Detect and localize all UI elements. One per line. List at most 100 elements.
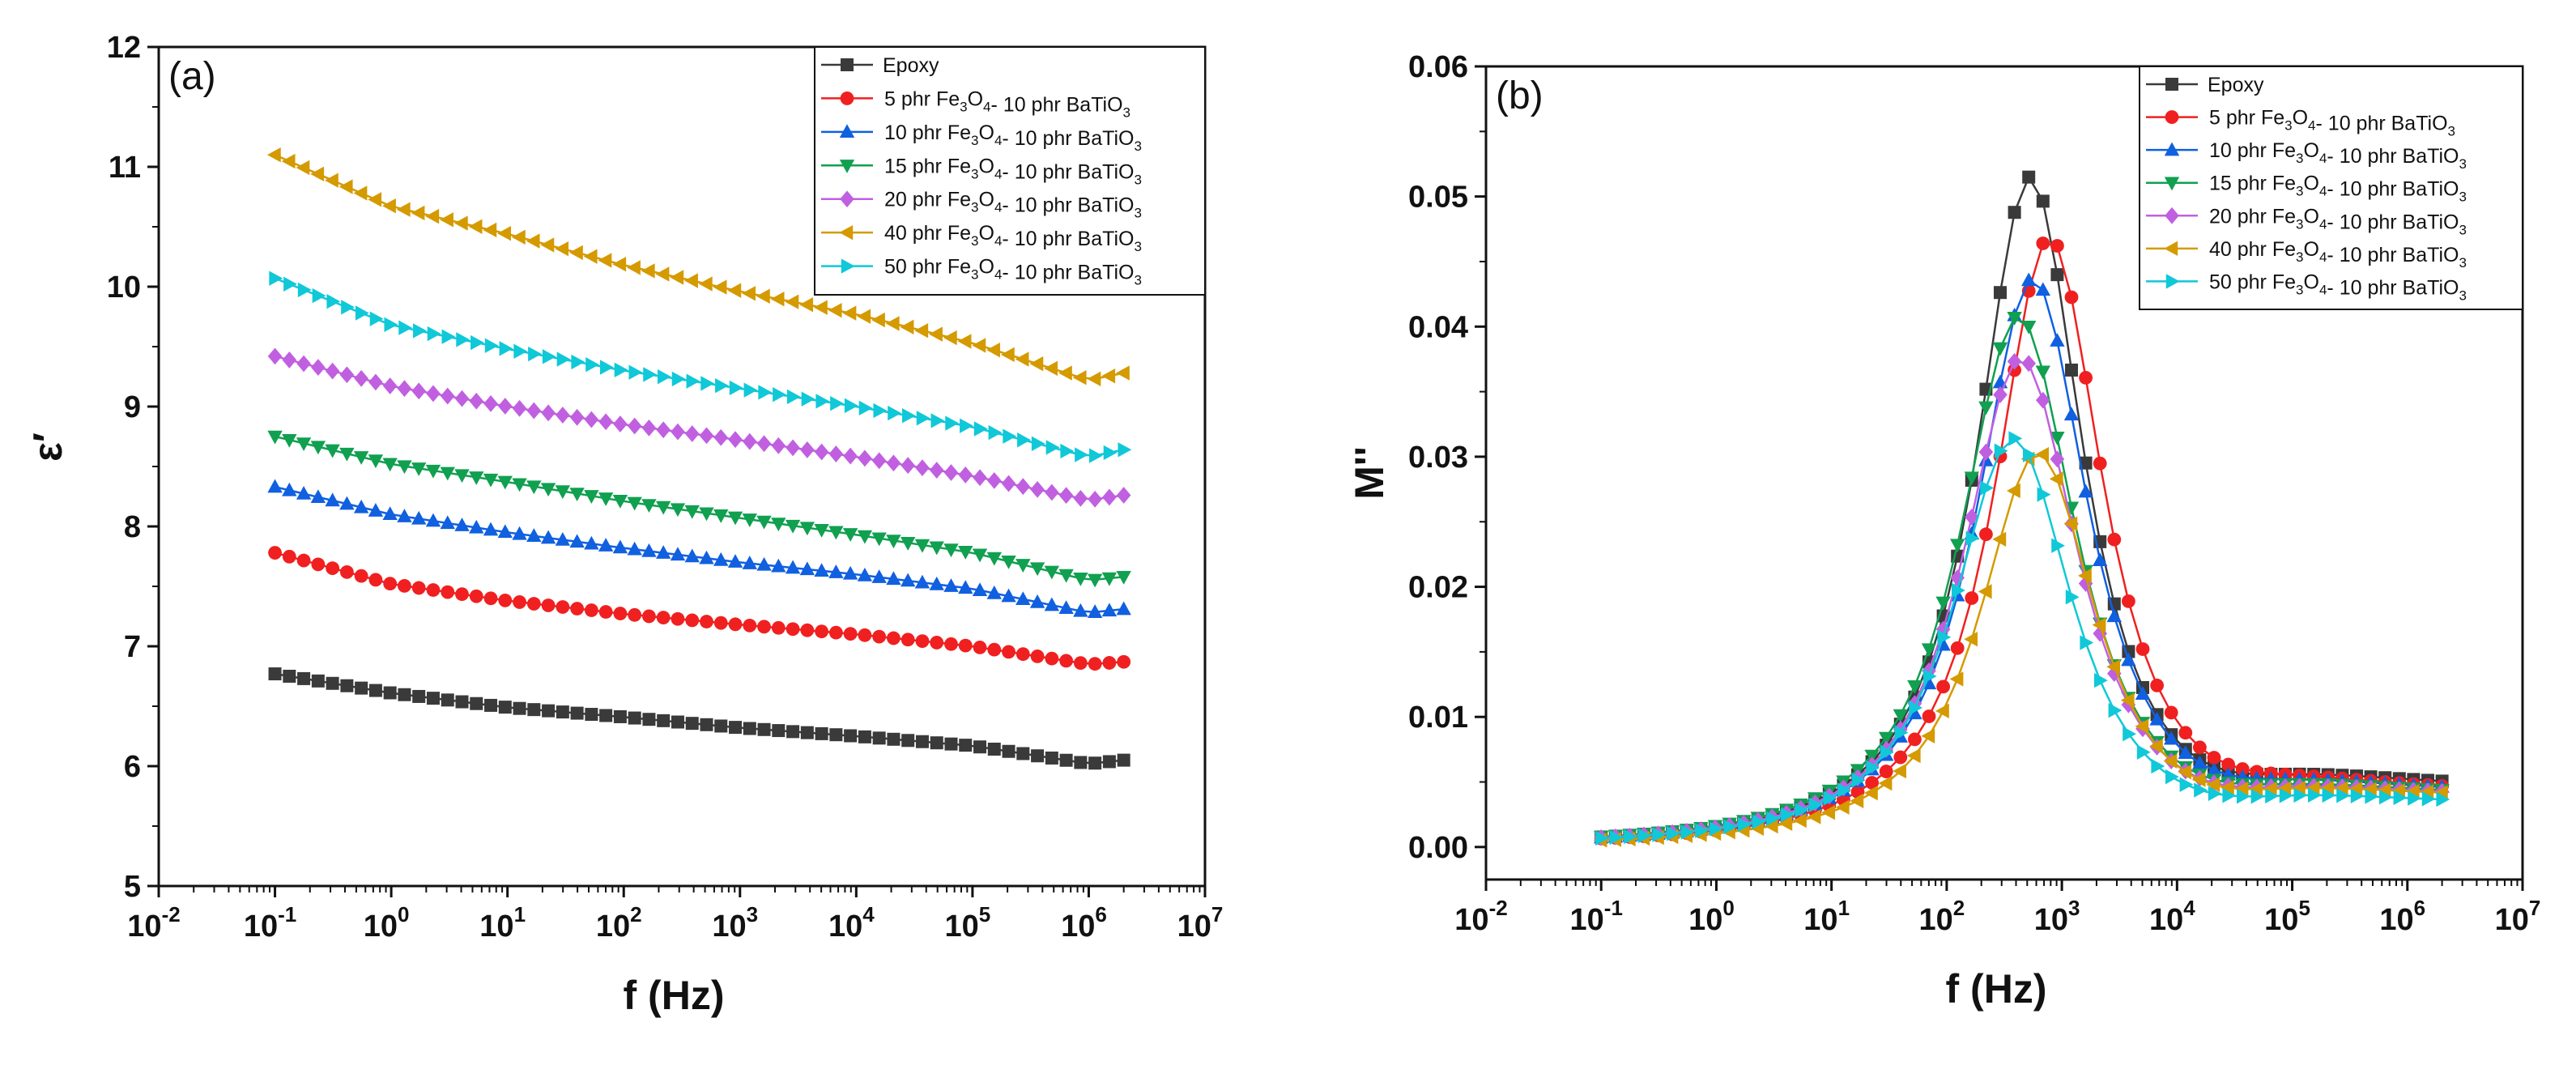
- data-point: [1821, 805, 1836, 820]
- data-point: [2220, 780, 2234, 795]
- data-point: [2023, 447, 2037, 462]
- data-point: [656, 421, 671, 439]
- data-point: [282, 351, 297, 368]
- data-point: [513, 701, 526, 715]
- data-point: [814, 523, 829, 538]
- series-1: [268, 546, 1131, 671]
- series-line: [1601, 360, 2442, 839]
- data-point: [1652, 827, 1667, 842]
- x-tick-label: 100: [364, 902, 410, 944]
- legend-marker: [841, 58, 854, 71]
- y-tick-label: 7: [124, 630, 141, 664]
- data-point: [497, 475, 513, 490]
- data-point: [1864, 749, 1880, 764]
- data-point: [1002, 645, 1015, 659]
- x-tick-label: 106: [1061, 902, 1107, 944]
- data-point: [2122, 594, 2135, 608]
- data-point: [1073, 603, 1088, 617]
- data-point: [1907, 679, 1922, 694]
- data-point: [686, 373, 700, 389]
- data-point: [1030, 480, 1045, 498]
- data-point: [354, 369, 368, 387]
- data-point: [1045, 651, 1059, 666]
- x-tick-label: 103: [712, 902, 758, 944]
- data-point: [2079, 456, 2093, 470]
- data-point: [613, 607, 628, 620]
- data-point: [901, 734, 915, 748]
- data-point: [1893, 709, 1909, 723]
- series-6: [269, 271, 1132, 463]
- data-point: [858, 400, 873, 416]
- data-point: [1793, 812, 1807, 829]
- data-point: [727, 511, 743, 526]
- data-point: [655, 545, 671, 559]
- y-tick-label: 0.03: [1408, 441, 1468, 475]
- data-point: [456, 332, 470, 347]
- data-point: [382, 198, 396, 214]
- data-point: [1624, 829, 1638, 845]
- data-point: [268, 667, 282, 681]
- data-point: [469, 471, 484, 485]
- data-point: [268, 546, 282, 560]
- data-point: [1908, 732, 1922, 747]
- y-tick-label: 9: [124, 390, 141, 424]
- data-point: [555, 241, 569, 257]
- data-point: [1116, 601, 1131, 616]
- data-point: [670, 503, 686, 518]
- data-point: [828, 564, 844, 578]
- data-point: [943, 464, 959, 481]
- data-point: [312, 288, 326, 304]
- data-point: [986, 585, 1002, 599]
- data-point: [583, 249, 598, 264]
- series-line: [1601, 279, 2442, 839]
- data-point: [585, 357, 599, 373]
- data-point: [411, 581, 426, 595]
- data-point: [1002, 744, 1015, 758]
- data-point: [1850, 793, 1864, 809]
- data-point: [1060, 443, 1075, 459]
- data-point: [2049, 471, 2063, 487]
- legend-label: Epoxy: [2208, 74, 2264, 96]
- x-tick-label: 100: [1688, 896, 1735, 937]
- legend-marker: [2165, 78, 2178, 91]
- data-point: [383, 686, 397, 700]
- data-point: [915, 735, 929, 748]
- data-point: [1031, 436, 1045, 452]
- data-point: [484, 698, 498, 712]
- data-point: [1965, 530, 1980, 546]
- data-point: [655, 266, 670, 282]
- data-point: [684, 273, 698, 288]
- data-point: [728, 617, 743, 632]
- data-point: [1680, 824, 1695, 840]
- data-point: [2036, 194, 2050, 208]
- data-point: [842, 565, 858, 580]
- data-point: [570, 706, 584, 720]
- data-point: [338, 179, 353, 194]
- data-point: [453, 215, 468, 231]
- data-point: [756, 288, 770, 304]
- data-point: [656, 611, 671, 624]
- data-point: [469, 392, 484, 410]
- data-point: [397, 380, 412, 398]
- data-point: [2108, 702, 2123, 718]
- data-point: [469, 519, 484, 534]
- data-point: [2135, 718, 2149, 735]
- data-point: [599, 360, 614, 375]
- data-point: [727, 554, 743, 568]
- data-point: [297, 671, 311, 685]
- data-point: [2221, 757, 2235, 772]
- data-point: [396, 202, 411, 217]
- data-point: [498, 593, 513, 607]
- data-point: [1922, 668, 1937, 684]
- plot-frame: [1484, 65, 2524, 881]
- data-point: [368, 192, 382, 207]
- data-point: [1922, 662, 1936, 679]
- data-point: [354, 569, 368, 583]
- data-point: [398, 320, 413, 335]
- data-point: [569, 534, 585, 548]
- data-point: [1851, 773, 1866, 788]
- data-point: [785, 519, 801, 534]
- data-point: [2165, 769, 2179, 785]
- x-tick-label: 101: [1803, 896, 1850, 937]
- data-point: [1949, 671, 1964, 687]
